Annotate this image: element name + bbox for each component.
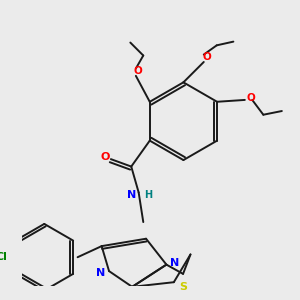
Text: O: O [202,52,211,62]
Text: O: O [101,152,110,162]
Text: O: O [246,93,255,103]
Text: O: O [134,66,142,76]
Text: N: N [127,190,136,200]
Text: Cl: Cl [0,252,8,262]
Text: H: H [144,190,152,200]
Text: N: N [96,268,105,278]
Text: S: S [179,282,187,292]
Text: N: N [170,258,179,268]
